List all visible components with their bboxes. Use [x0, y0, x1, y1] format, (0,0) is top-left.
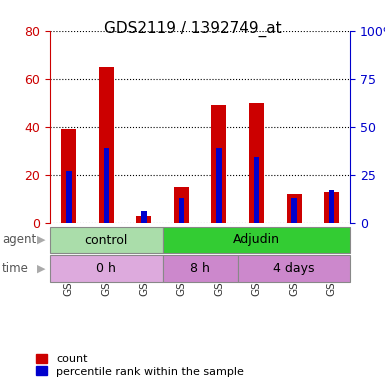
- Bar: [179, 198, 184, 223]
- Bar: [104, 148, 109, 223]
- Bar: [249, 103, 264, 223]
- Legend: count, percentile rank within the sample: count, percentile rank within the sample: [36, 354, 244, 377]
- Bar: [286, 194, 301, 223]
- Bar: [141, 211, 147, 223]
- Bar: [61, 129, 76, 223]
- Text: agent: agent: [2, 233, 36, 247]
- Text: 0 h: 0 h: [96, 262, 116, 275]
- Bar: [136, 215, 151, 223]
- Bar: [324, 192, 339, 223]
- Bar: [99, 67, 114, 223]
- Bar: [174, 187, 189, 223]
- Bar: [254, 157, 259, 223]
- Bar: [211, 105, 226, 223]
- Text: ▶: ▶: [37, 235, 45, 245]
- Bar: [329, 190, 335, 223]
- Text: 8 h: 8 h: [190, 262, 210, 275]
- Text: control: control: [85, 233, 128, 247]
- Text: ▶: ▶: [37, 264, 45, 274]
- Bar: [216, 148, 222, 223]
- Text: time: time: [2, 262, 29, 275]
- Text: Adjudin: Adjudin: [233, 233, 280, 247]
- Text: 4 days: 4 days: [273, 262, 315, 275]
- Bar: [291, 198, 297, 223]
- Text: GDS2119 / 1392749_at: GDS2119 / 1392749_at: [104, 21, 281, 37]
- Bar: [66, 171, 72, 223]
